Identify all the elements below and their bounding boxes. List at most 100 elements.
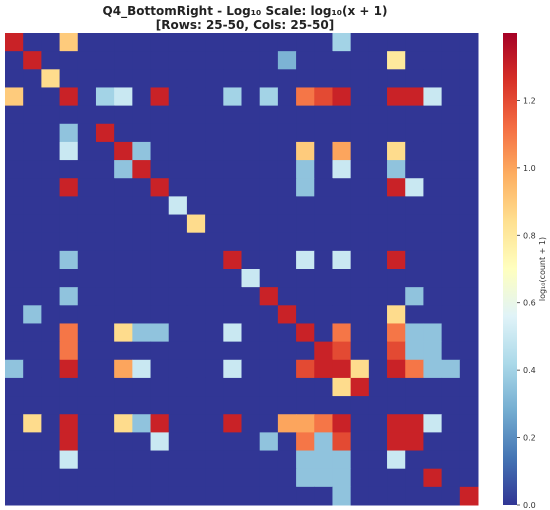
heatmap-cell bbox=[23, 359, 42, 379]
heatmap-cell bbox=[387, 414, 406, 433]
heatmap-cell bbox=[150, 450, 170, 470]
heatmap-cell bbox=[5, 51, 24, 70]
heatmap-cell bbox=[205, 141, 224, 161]
heatmap-cell bbox=[241, 232, 261, 252]
heatmap-cell bbox=[205, 178, 224, 197]
heatmap-cell bbox=[114, 414, 133, 433]
heatmap-cell bbox=[459, 432, 479, 452]
heatmap-cell bbox=[350, 305, 370, 324]
heatmap-cell bbox=[405, 287, 424, 306]
heatmap-cell bbox=[387, 359, 406, 379]
heatmap-cell bbox=[423, 468, 443, 488]
heatmap-cell bbox=[241, 432, 261, 452]
heatmap-cell bbox=[132, 250, 152, 270]
heatmap-cell bbox=[205, 214, 224, 234]
heatmap-cell bbox=[223, 341, 242, 361]
heatmap-cell bbox=[95, 51, 115, 70]
heatmap-cell bbox=[314, 33, 333, 52]
heatmap-cell bbox=[277, 287, 297, 306]
heatmap-cell bbox=[350, 232, 370, 252]
heatmap-cell bbox=[23, 105, 42, 125]
heatmap-cell bbox=[223, 105, 242, 125]
heatmap-cell bbox=[168, 51, 188, 70]
heatmap-cell bbox=[150, 414, 170, 433]
heatmap-cell bbox=[223, 33, 242, 52]
heatmap-cell bbox=[168, 414, 188, 433]
heatmap-cell bbox=[186, 69, 206, 88]
heatmap-cell bbox=[441, 269, 461, 288]
heatmap-cell bbox=[459, 323, 479, 343]
heatmap-cell bbox=[441, 486, 461, 506]
heatmap-cell bbox=[150, 51, 170, 70]
heatmap-cell bbox=[259, 123, 279, 143]
heatmap-cell bbox=[5, 414, 24, 433]
heatmap-cell bbox=[441, 305, 461, 324]
heatmap-cell bbox=[387, 160, 406, 179]
heatmap-cell bbox=[132, 105, 152, 125]
heatmap-cell bbox=[168, 232, 188, 252]
heatmap-cell bbox=[241, 123, 261, 143]
heatmap-cell bbox=[241, 33, 261, 52]
heatmap-cell bbox=[186, 123, 206, 143]
heatmap-cell bbox=[368, 432, 388, 452]
heatmap-cell bbox=[423, 377, 443, 397]
heatmap-cell bbox=[314, 432, 333, 452]
heatmap-cell bbox=[441, 396, 461, 415]
heatmap-cell bbox=[205, 196, 224, 216]
heatmap-cell bbox=[259, 232, 279, 252]
heatmap-cell bbox=[223, 214, 242, 234]
heatmap-cell bbox=[95, 160, 115, 179]
colorbar-tick-label: 0.8 bbox=[523, 231, 536, 240]
heatmap-cell bbox=[314, 51, 333, 70]
heatmap-cell bbox=[95, 269, 115, 288]
heatmap-cell bbox=[186, 178, 206, 197]
heatmap-cell bbox=[59, 341, 79, 361]
heatmap-cell bbox=[296, 486, 315, 506]
heatmap-cell bbox=[77, 232, 97, 252]
heatmap-cell bbox=[332, 287, 352, 306]
heatmap-cell bbox=[405, 414, 424, 433]
heatmap-cell bbox=[405, 359, 424, 379]
heatmap-cell bbox=[277, 486, 297, 506]
heatmap-cell bbox=[423, 33, 443, 52]
heatmap-cell bbox=[241, 377, 261, 397]
heatmap-cell bbox=[41, 323, 61, 343]
heatmap-cell bbox=[387, 450, 406, 470]
heatmap-cell bbox=[277, 432, 297, 452]
heatmap-cell bbox=[41, 141, 61, 161]
heatmap-cell bbox=[350, 141, 370, 161]
heatmap-cell bbox=[387, 305, 406, 324]
heatmap-cell bbox=[59, 69, 79, 88]
heatmap-cell bbox=[350, 287, 370, 306]
heatmap-cell bbox=[186, 359, 206, 379]
heatmap-cell bbox=[368, 377, 388, 397]
heatmap-cell bbox=[296, 468, 315, 488]
heatmap-cell bbox=[459, 33, 479, 52]
heatmap-cell bbox=[205, 323, 224, 343]
heatmap-cell bbox=[223, 123, 242, 143]
heatmap-cell bbox=[332, 51, 352, 70]
heatmap-cell bbox=[423, 123, 443, 143]
heatmap-cell bbox=[223, 51, 242, 70]
heatmap-cell bbox=[23, 341, 42, 361]
heatmap-cell bbox=[223, 87, 242, 107]
heatmap-cell bbox=[59, 359, 79, 379]
heatmap-cell bbox=[296, 377, 315, 397]
heatmap-cell bbox=[332, 33, 352, 52]
heatmap-cell bbox=[5, 196, 24, 216]
heatmap-cell bbox=[205, 432, 224, 452]
heatmap-cell bbox=[59, 432, 79, 452]
heatmap-cell bbox=[314, 323, 333, 343]
heatmap-cell bbox=[332, 105, 352, 125]
heatmap-cell bbox=[350, 486, 370, 506]
heatmap-cell bbox=[5, 178, 24, 197]
heatmap-cell bbox=[5, 396, 24, 415]
heatmap-cell bbox=[441, 287, 461, 306]
heatmap-cell bbox=[332, 323, 352, 343]
heatmap-cell bbox=[59, 141, 79, 161]
heatmap-cell bbox=[350, 196, 370, 216]
heatmap-cell bbox=[405, 141, 424, 161]
heatmap-cell bbox=[332, 196, 352, 216]
heatmap-cell bbox=[114, 450, 133, 470]
